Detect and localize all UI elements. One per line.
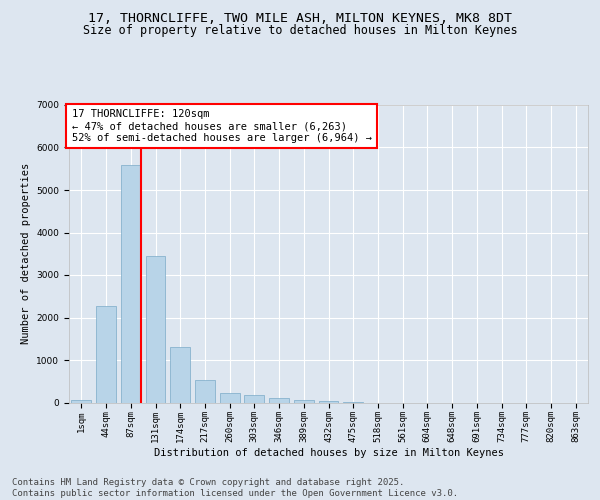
X-axis label: Distribution of detached houses by size in Milton Keynes: Distribution of detached houses by size … xyxy=(154,448,503,458)
Y-axis label: Number of detached properties: Number of detached properties xyxy=(21,163,31,344)
Bar xyxy=(71,400,91,402)
Bar xyxy=(96,306,116,402)
Bar xyxy=(195,380,215,402)
Bar xyxy=(121,166,140,402)
Bar xyxy=(170,347,190,403)
Bar xyxy=(244,395,264,402)
Bar xyxy=(294,400,314,402)
Bar xyxy=(319,401,338,402)
Text: 17, THORNCLIFFE, TWO MILE ASH, MILTON KEYNES, MK8 8DT: 17, THORNCLIFFE, TWO MILE ASH, MILTON KE… xyxy=(88,12,512,26)
Text: Contains HM Land Registry data © Crown copyright and database right 2025.
Contai: Contains HM Land Registry data © Crown c… xyxy=(12,478,458,498)
Bar xyxy=(220,394,239,402)
Bar xyxy=(269,398,289,402)
Bar xyxy=(146,256,166,402)
Text: 17 THORNCLIFFE: 120sqm
← 47% of detached houses are smaller (6,263)
52% of semi-: 17 THORNCLIFFE: 120sqm ← 47% of detached… xyxy=(71,110,371,142)
Text: Size of property relative to detached houses in Milton Keynes: Size of property relative to detached ho… xyxy=(83,24,517,37)
